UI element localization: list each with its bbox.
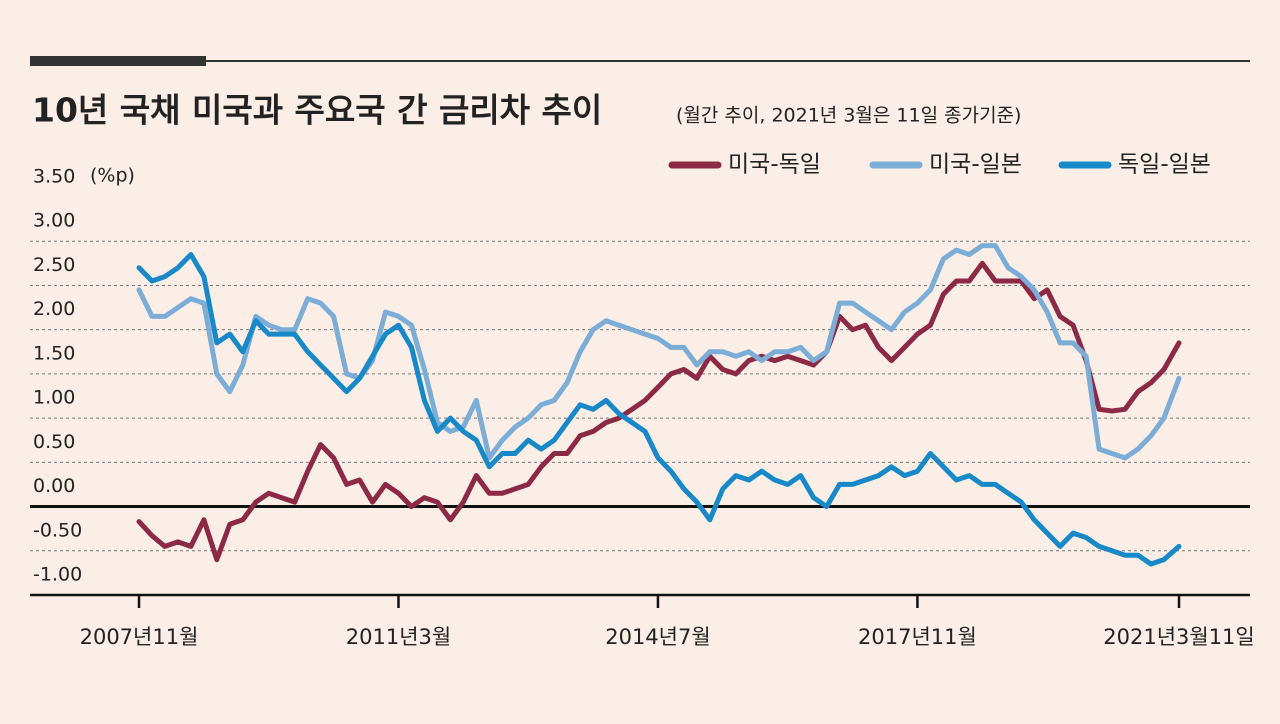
chart-subtitle: (월간 추이, 2021년 3월은 11일 종가기준) — [676, 105, 1021, 127]
x-tick-label: 2017년11월 — [858, 625, 977, 649]
x-tick-label: 2021년3월11일 — [1103, 625, 1255, 649]
y-tick-label: -0.50 — [33, 519, 82, 541]
y-tick-label: 0.50 — [33, 431, 75, 453]
x-tick-label: 2014년7월 — [605, 625, 710, 649]
y-tick-label: 1.50 — [33, 342, 75, 364]
y-tick-label: 0.00 — [33, 475, 75, 497]
y-tick-label: 3.50 — [33, 166, 75, 188]
y-tick-label: 3.00 — [33, 210, 75, 232]
y-tick-label: -1.00 — [33, 564, 82, 586]
legend-label: 독일-일본 — [1118, 152, 1211, 178]
series-line — [136, 243, 1182, 461]
series-line — [136, 260, 1182, 563]
x-tick-label: 2007년11월 — [80, 625, 199, 649]
chart-title: 10년 국채 미국과 주요국 간 금리차 추이 — [32, 91, 602, 130]
y-tick-label: 1.00 — [33, 387, 75, 409]
legend-label: 미국-독일 — [728, 152, 821, 178]
y-tick-label: 2.50 — [33, 254, 75, 276]
series-line — [136, 252, 1182, 567]
y-unit: (%p) — [90, 165, 135, 187]
header-bar — [30, 56, 206, 66]
legend-label: 미국-일본 — [929, 152, 1022, 178]
x-tick-label: 2011년3월 — [346, 625, 451, 649]
y-tick-label: 2.00 — [33, 298, 75, 320]
